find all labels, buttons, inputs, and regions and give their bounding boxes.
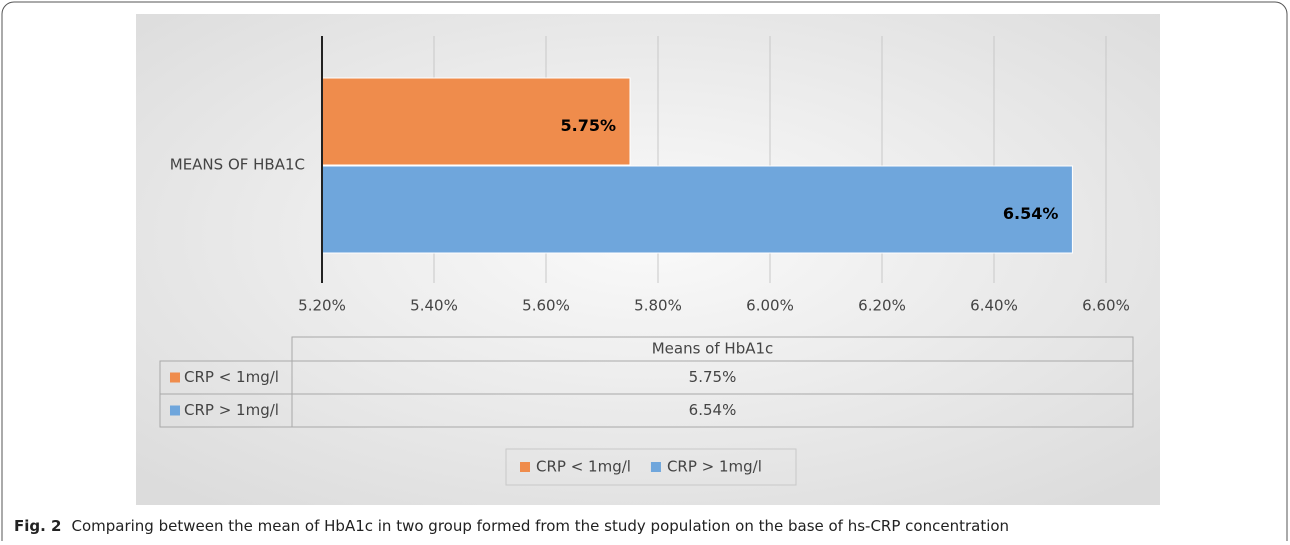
table-legend-key [170, 372, 180, 383]
caption: Fig. 2 Comparing between the mean of HbA1… [14, 517, 1009, 535]
legend-label: CRP < 1mg/l [536, 458, 631, 476]
table-row-label: CRP > 1mg/l [184, 401, 279, 419]
table-cell: 5.75% [689, 368, 737, 386]
table-cell: 6.54% [689, 401, 737, 419]
table-legend-key [170, 405, 180, 416]
legend-key [520, 462, 530, 472]
caption-text: Comparing between the mean of HbA1c in t… [71, 517, 1009, 535]
bar [321, 77, 631, 166]
chart-area [136, 14, 1160, 505]
legend-key [650, 462, 661, 472]
x-tick-label: 6.60% [1082, 297, 1130, 315]
data-label: 5.75% [560, 116, 616, 135]
legend-label: CRP > 1mg/l [667, 458, 762, 476]
x-tick-label: 6.40% [970, 297, 1018, 315]
table-row-label: CRP < 1mg/l [184, 368, 279, 386]
caption-label: Fig. 2 [14, 517, 61, 535]
bar [321, 165, 1073, 254]
category-label: MEANS OF HBA1C [170, 156, 305, 174]
data-label: 6.54% [1003, 204, 1059, 223]
table-row [159, 393, 1134, 428]
x-tick-label: 5.60% [522, 297, 570, 315]
x-tick-label: 6.20% [858, 297, 906, 315]
x-tick-label: 5.80% [634, 297, 682, 315]
table-header: Means of HbA1c [652, 340, 774, 358]
plot: 5.20% 5.40% 5.60% 5.80% 6.00% 6.20% 6.40% 6.60%… [159, 36, 1134, 486]
x-tick-label: 6.00% [746, 297, 794, 315]
legend-box [505, 448, 797, 486]
x-tick-label: 5.40% [410, 297, 458, 315]
x-tick-label: 5.20% [298, 297, 346, 315]
